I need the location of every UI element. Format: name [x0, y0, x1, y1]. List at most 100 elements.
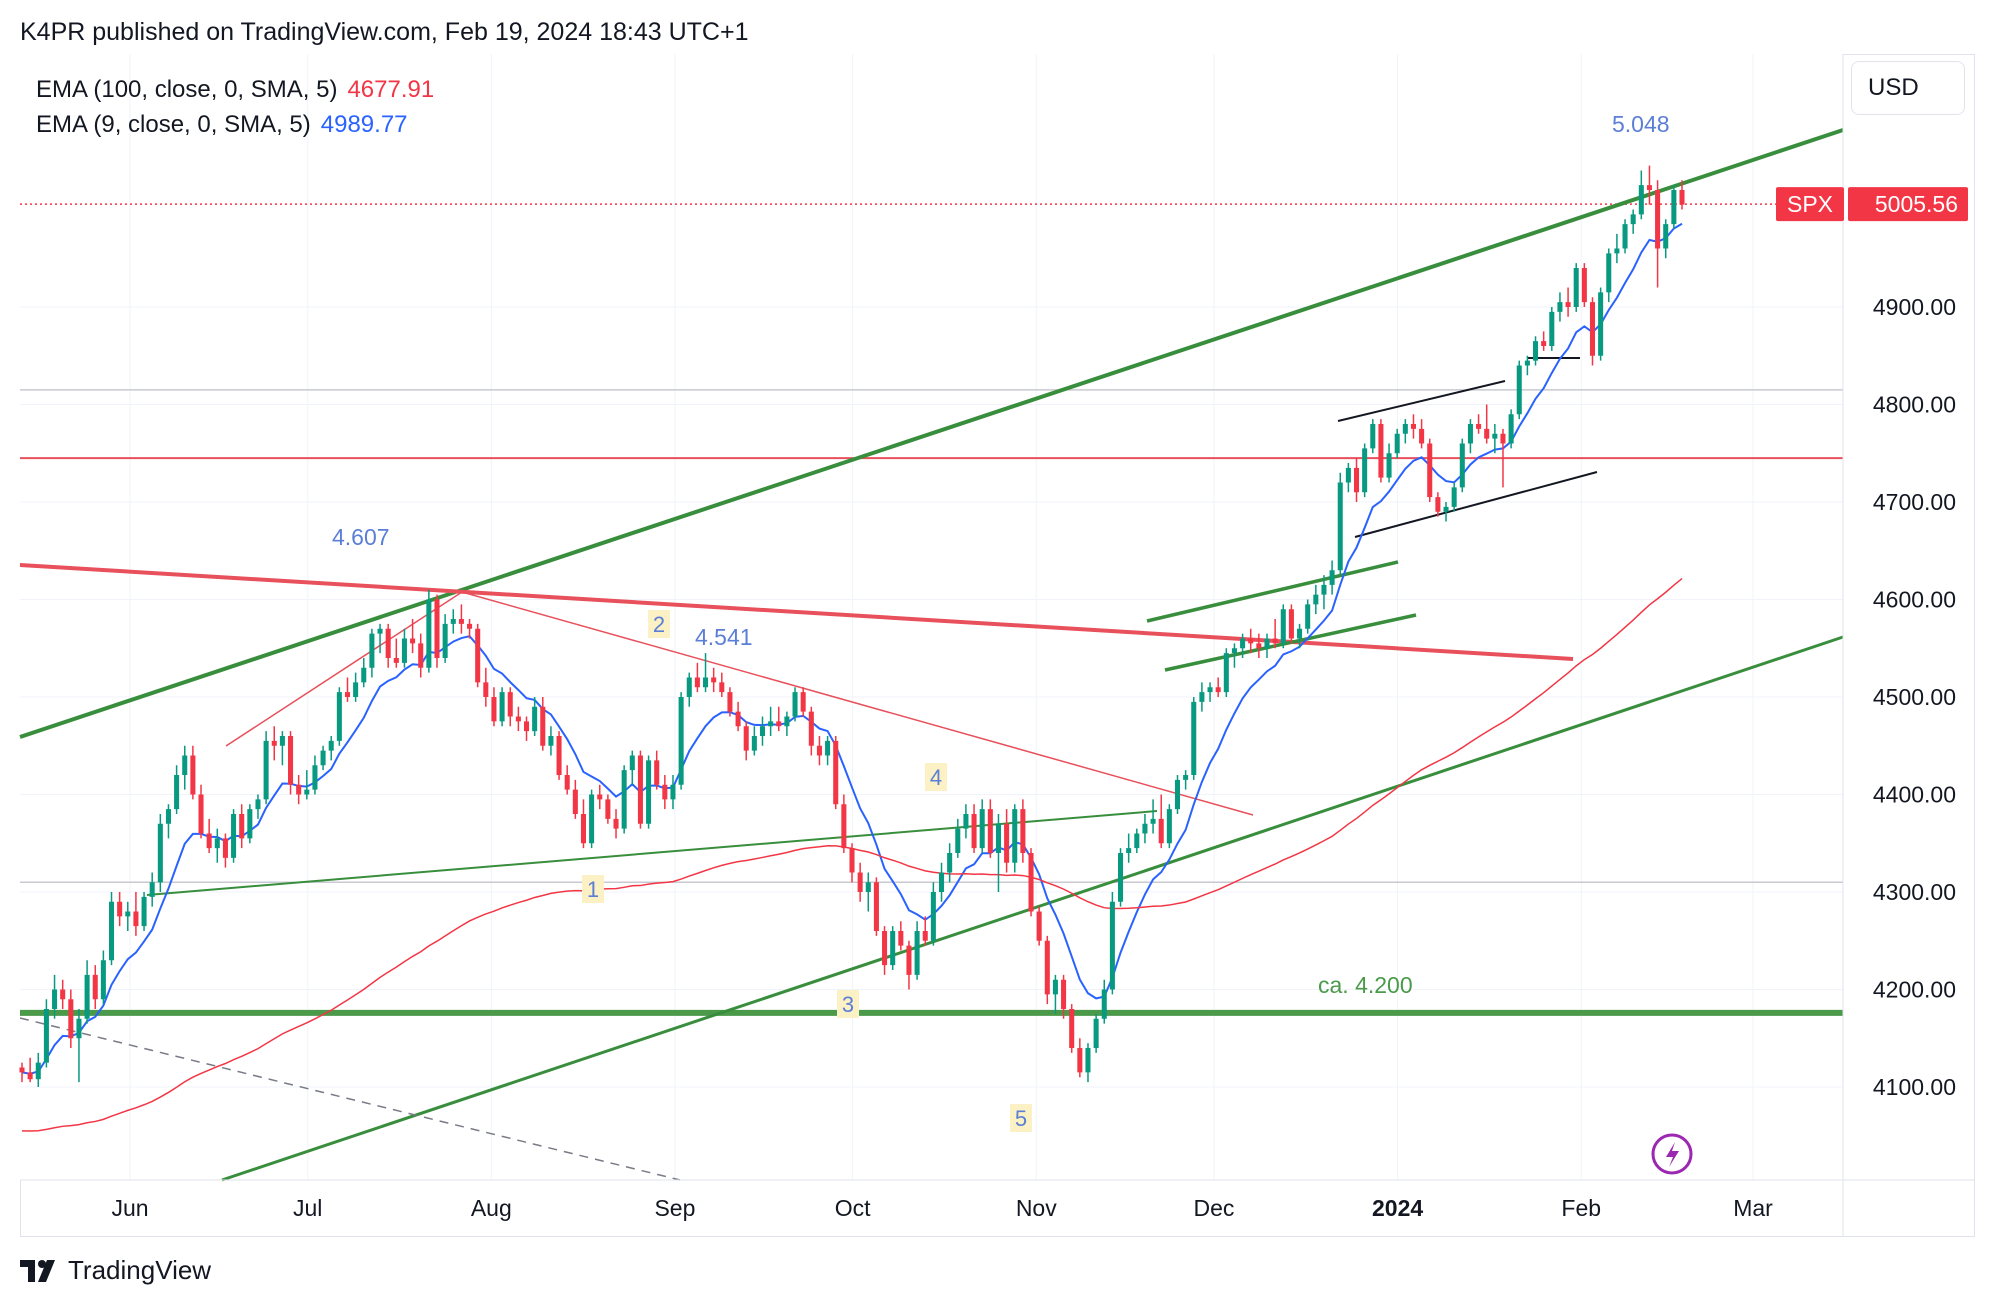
candle — [1329, 560, 1335, 595]
candle — [1183, 770, 1189, 790]
candle — [1215, 677, 1221, 697]
candle — [711, 667, 717, 693]
candle-body — [1093, 1018, 1099, 1048]
candle-body — [43, 1009, 49, 1063]
symbol-tag-text: SPX — [1787, 191, 1833, 217]
candle-body — [686, 677, 692, 697]
candle-body — [808, 711, 814, 746]
candle-body — [1451, 487, 1457, 507]
candle — [694, 662, 700, 693]
candle — [605, 794, 611, 824]
candle-body — [401, 638, 407, 663]
candle-body — [857, 872, 863, 892]
candle-body — [1329, 570, 1335, 585]
candle — [353, 672, 359, 702]
candle-body — [434, 599, 440, 658]
candle-body — [1516, 365, 1522, 415]
candle — [1679, 180, 1685, 210]
candle-body — [1077, 1048, 1083, 1073]
candle — [84, 960, 90, 1024]
x-tick-label: Aug — [471, 1195, 512, 1221]
candle — [808, 706, 814, 756]
candle — [995, 814, 1001, 892]
candle — [792, 687, 798, 722]
candle-body — [1061, 979, 1067, 1009]
legend-ema100[interactable]: EMA (100, close, 0, SMA, 5) 4677.91 — [36, 76, 434, 104]
candle — [174, 765, 180, 814]
candle-body — [1012, 809, 1018, 863]
candle-body — [1069, 1009, 1075, 1048]
candle-body — [214, 838, 220, 849]
axes: 4100.00 4200.00 4300.00 4400.00 4500.00 4600.… — [20, 54, 1975, 1237]
candle-body — [1272, 638, 1278, 644]
candle-body — [768, 721, 774, 727]
candle-body — [1150, 818, 1156, 824]
candle — [1362, 443, 1368, 498]
candle — [922, 916, 928, 946]
candle-body — [605, 799, 611, 819]
candle-body — [271, 740, 277, 746]
currency-button[interactable]: USD — [1851, 61, 1965, 115]
candle — [914, 921, 920, 980]
resistance-line — [19, 563, 1574, 661]
candle-body — [1378, 424, 1384, 478]
candle-body — [1394, 433, 1400, 454]
candle-body — [1020, 809, 1026, 853]
candle-body — [833, 740, 839, 805]
candle-body — [646, 760, 652, 824]
candle-body — [377, 628, 383, 634]
candle — [401, 628, 407, 668]
candle — [703, 653, 709, 693]
candle — [1126, 833, 1132, 863]
candle — [320, 745, 326, 771]
tradingview-logo[interactable]: TradingView — [20, 1255, 211, 1286]
candle-body — [1158, 818, 1164, 844]
candle — [491, 687, 497, 727]
candle-body — [751, 736, 757, 751]
candle — [751, 726, 757, 756]
candle-body — [1606, 253, 1612, 293]
candle-body — [450, 619, 456, 624]
candle-body — [1297, 628, 1303, 639]
candle — [361, 658, 367, 688]
y-tick-label: 4200.00 — [1873, 977, 1956, 1003]
candle — [1256, 633, 1262, 658]
candle-body — [125, 911, 131, 917]
candle-body — [336, 692, 342, 741]
candle — [613, 809, 619, 839]
candle-body — [1264, 638, 1270, 649]
candle — [1305, 599, 1311, 634]
candle — [890, 926, 896, 970]
candle — [548, 726, 554, 756]
candle — [198, 784, 204, 839]
candle-body — [1305, 604, 1311, 629]
candle — [556, 731, 562, 780]
candle — [125, 901, 131, 931]
candle-body — [361, 667, 367, 683]
candle — [475, 623, 481, 688]
candle — [1598, 287, 1604, 361]
candle-body — [344, 692, 351, 697]
candle — [108, 892, 115, 966]
annotations: 4.607 4.541 5.048 ca. 4.200 1 2 3 4 5 — [332, 111, 1693, 1175]
candle-body — [1410, 424, 1416, 429]
candle-body — [1663, 224, 1669, 249]
candle — [1443, 502, 1449, 522]
candle-body — [1671, 190, 1677, 225]
candle — [1565, 287, 1571, 317]
candle — [670, 775, 676, 810]
candle — [1093, 1013, 1099, 1053]
level-label: 4.541 — [695, 624, 753, 650]
candle-body — [117, 901, 123, 917]
candle — [906, 940, 912, 990]
candle-body — [1036, 911, 1042, 941]
candle-body — [955, 828, 961, 853]
candle — [768, 706, 774, 736]
candle-body — [1240, 638, 1246, 649]
candle-body — [792, 692, 798, 717]
candle-body — [1638, 185, 1644, 215]
legend-ema9[interactable]: EMA (9, close, 0, SMA, 5) 4989.77 — [36, 111, 408, 139]
candle-body — [703, 677, 709, 688]
candle — [1118, 848, 1124, 907]
